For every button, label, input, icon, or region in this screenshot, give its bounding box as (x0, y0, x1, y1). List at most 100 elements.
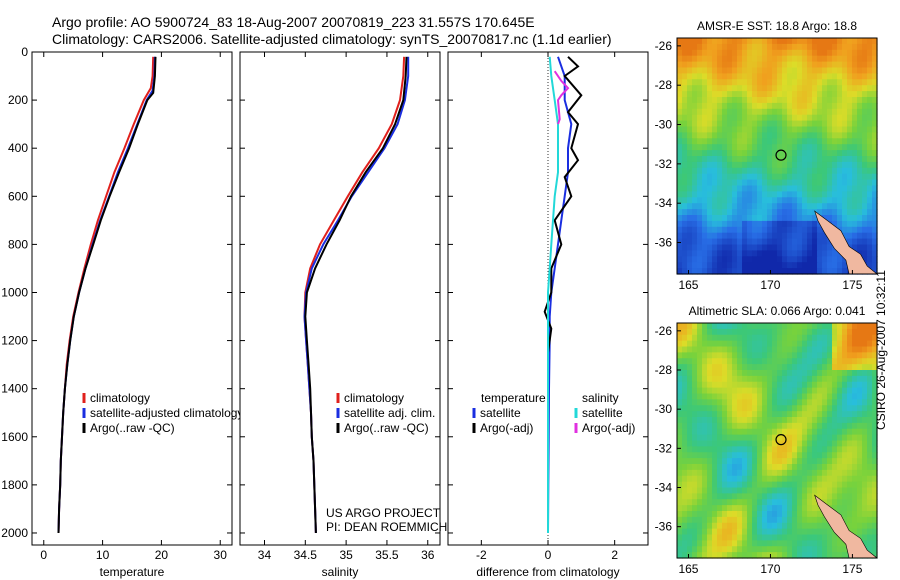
map-cell (737, 38, 743, 45)
map-cell (682, 546, 688, 553)
map-cell (867, 458, 873, 465)
map-cell (747, 232, 753, 240)
map-cell (727, 268, 733, 275)
map-cell (757, 493, 763, 500)
map-cell (792, 61, 798, 69)
map-cell (847, 464, 853, 471)
map-cell (717, 422, 723, 430)
map-cell (732, 161, 738, 169)
map-cell (822, 197, 828, 204)
map-cell (802, 487, 808, 494)
map-cell (842, 132, 848, 139)
map-cell (852, 49, 858, 57)
map-cell (712, 422, 718, 430)
map-cell (872, 328, 878, 336)
map-cell (787, 268, 793, 275)
map-cell (757, 328, 763, 336)
map-cell (712, 358, 718, 365)
map-cell (847, 67, 853, 74)
map-cell (712, 144, 718, 151)
map-cell (852, 516, 858, 524)
map-cell (687, 370, 693, 377)
map-cell (797, 256, 803, 263)
map-cell (827, 43, 833, 51)
map-cell (832, 364, 838, 371)
map-cell (867, 49, 873, 57)
map-cell (852, 481, 858, 489)
map-cell (772, 493, 778, 500)
map-cell (702, 108, 708, 116)
map-cell (782, 370, 788, 377)
map-cell (737, 552, 743, 559)
map-cell (712, 38, 718, 45)
map-cell (772, 417, 778, 424)
map-cell (767, 73, 773, 80)
map-cell (812, 417, 818, 424)
map-cell (872, 511, 878, 518)
map-cell (872, 399, 878, 406)
map-cell (822, 215, 828, 222)
map-cell (867, 232, 873, 240)
map-cell (852, 79, 858, 86)
map-cell (797, 528, 803, 536)
map-cell (872, 209, 878, 216)
map-cell (692, 540, 698, 547)
map-cell (692, 375, 698, 383)
map-cell (677, 161, 683, 169)
map-cell (792, 120, 798, 128)
map-cell (697, 422, 703, 430)
map-cell (802, 422, 808, 430)
map-cell (762, 38, 768, 45)
map-cell (797, 534, 803, 541)
map-cell (677, 244, 683, 251)
map-cell (682, 91, 688, 98)
map-cell (692, 209, 698, 216)
map-cell (772, 481, 778, 489)
map-cell (837, 138, 843, 145)
map-cell (712, 393, 718, 400)
map-cell (742, 428, 748, 436)
map-cell (777, 250, 783, 257)
map-cell (772, 522, 778, 530)
map-cell (742, 364, 748, 371)
map-cell (687, 499, 693, 506)
map-cell (792, 132, 798, 139)
map-cell (867, 387, 873, 395)
map-cell (752, 173, 758, 181)
map-cell (732, 61, 738, 69)
map-cell (772, 464, 778, 471)
map-cell (812, 85, 818, 92)
map-cell (752, 346, 758, 353)
map-cell (747, 387, 753, 395)
map-cell (752, 334, 758, 342)
map-cell (857, 516, 863, 524)
map-cell (872, 505, 878, 512)
map-cell (837, 428, 843, 436)
map-cell (762, 226, 768, 234)
map-cell (792, 43, 798, 51)
map-cell (762, 487, 768, 494)
map-cell (762, 493, 768, 500)
map-cell (787, 126, 793, 133)
map-cell (822, 144, 828, 151)
map-frame (676, 37, 878, 275)
map-cell (687, 399, 693, 406)
map-cell (772, 102, 778, 110)
map-cell (807, 156, 813, 163)
map-cell (682, 381, 688, 389)
map-cell (712, 528, 718, 536)
map-cell (712, 191, 718, 198)
map-cell (777, 469, 783, 477)
map-cell (832, 428, 838, 436)
map-cell (787, 346, 793, 353)
map-cell (802, 150, 808, 157)
map-cell (852, 487, 858, 494)
map-cell (677, 493, 683, 500)
map-cell (792, 358, 798, 365)
map-cell (762, 516, 768, 524)
map-cell (717, 334, 723, 342)
map-cell (702, 167, 708, 175)
map-cell (817, 446, 823, 453)
map-cell (747, 38, 753, 45)
map-cell (777, 352, 783, 359)
